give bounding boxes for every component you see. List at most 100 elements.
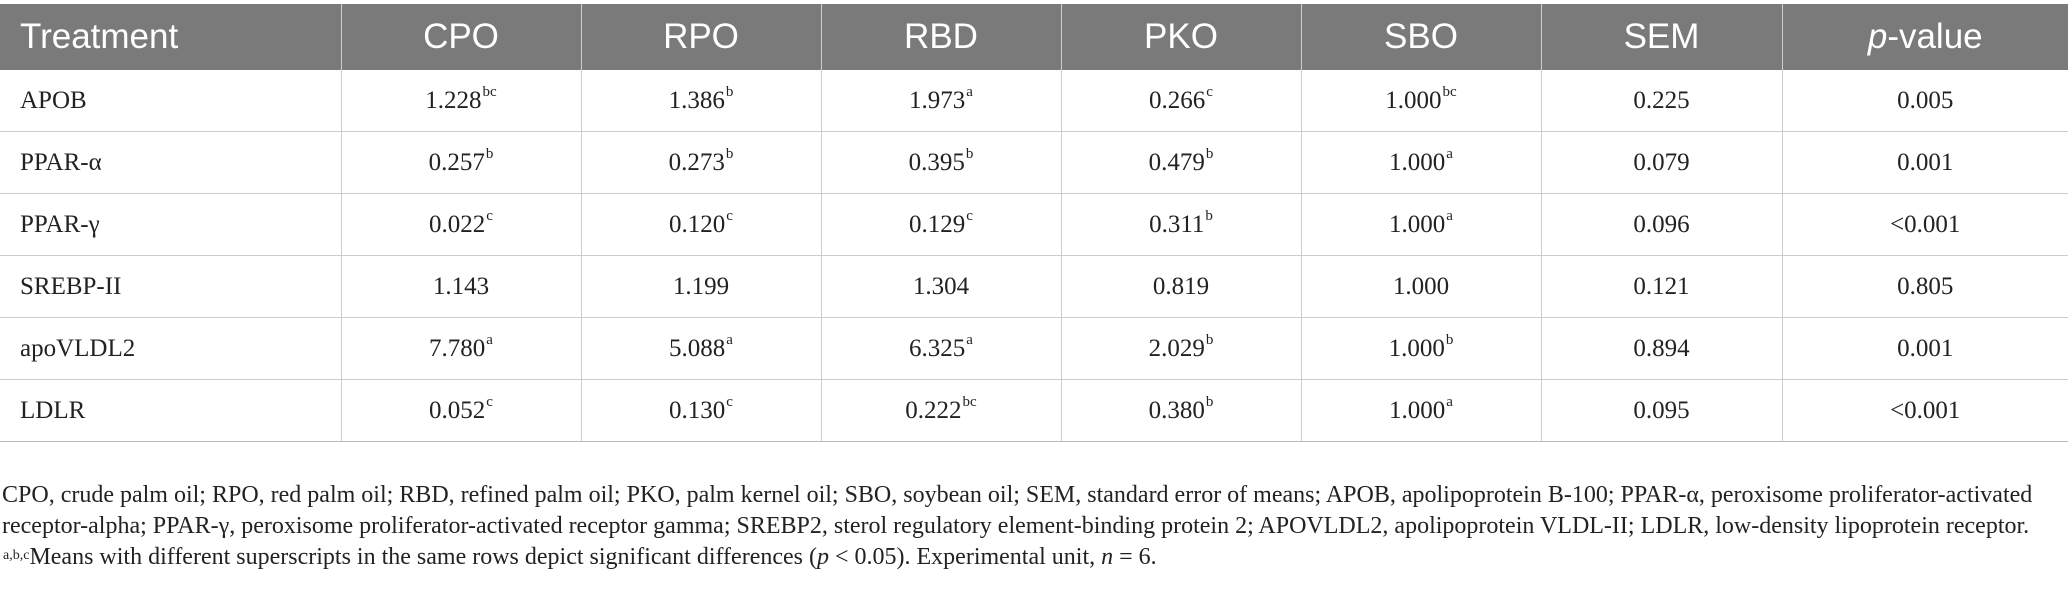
table-footnote: CPO, crude palm oil; RPO, red palm oil; …	[2, 480, 2042, 573]
header-p-italic: p	[1867, 17, 1888, 56]
cell-value: 1.199	[672, 272, 730, 300]
value-cell: 0.130c	[581, 379, 822, 442]
cell-value: 1.000	[1385, 86, 1442, 114]
table-row: APOB 1.228bc 1.386b 1.973a 0.266c 1.000bc 0.22…	[0, 70, 2068, 132]
sem-cell: 0.121	[1541, 255, 1783, 318]
significance-superscript: b	[485, 145, 494, 162]
header-rbd: RBD	[821, 4, 1062, 70]
cell-value: 0.380	[1148, 396, 1205, 424]
row-treatment-label: apoVLDL2	[0, 317, 342, 380]
value-cell: 1.000a	[1301, 131, 1542, 194]
p-value-cell: 0.001	[1782, 317, 2068, 380]
gene-expression-table: Treatment CPO RPO RBD PKO SBO SEM p-valu…	[0, 4, 2068, 442]
p-value-cell: 0.001	[1782, 131, 2068, 194]
header-sbo: SBO	[1301, 4, 1542, 70]
cell-value: 0.222	[905, 396, 962, 424]
header-row: Treatment CPO RPO RBD PKO SBO SEM p-valu…	[0, 4, 2068, 70]
footnote-means-text-3: = 6.	[1113, 544, 1157, 570]
significance-superscript: b	[725, 145, 734, 162]
cell-value: 2.029	[1148, 334, 1205, 362]
value-cell: 0.273b	[581, 131, 822, 194]
cell-value: 0.257	[428, 148, 485, 176]
significance-superscript: b	[1205, 145, 1214, 162]
table-row: PPAR-γ 0.022c 0.120c 0.129c 0.311b 1.000a 0.09…	[0, 193, 2068, 256]
results-table-container: Treatment CPO RPO RBD PKO SBO SEM p-valu…	[0, 4, 2068, 442]
table-row: apoVLDL2 7.780a 5.088a 6.325a 2.029b 1.000b 0.…	[0, 317, 2068, 380]
cell-value: 0.266	[1149, 86, 1206, 114]
footnote-means-text-1: Means with different superscripts in the…	[29, 544, 817, 570]
cell-value: 1.143	[432, 272, 490, 300]
row-treatment-label: SREBP-II	[0, 255, 342, 318]
value-cell: 1.386b	[581, 70, 822, 132]
value-cell: 6.325a	[821, 317, 1062, 380]
value-cell: 1.304	[821, 255, 1062, 318]
header-pko: PKO	[1061, 4, 1302, 70]
significance-superscript: a	[1446, 207, 1453, 224]
p-value-cell: <0.001	[1782, 379, 2068, 442]
value-cell: 1.973a	[821, 70, 1062, 132]
cell-value: 0.479	[1148, 148, 1205, 176]
cell-value: 0.819	[1152, 272, 1210, 300]
table-body: APOB 1.228bc 1.386b 1.973a 0.266c 1.000bc 0.22…	[0, 70, 2068, 442]
significance-superscript: b	[965, 145, 974, 162]
value-cell: 0.052c	[341, 379, 582, 442]
cell-value: 0.273	[668, 148, 725, 176]
value-cell: 1.000bc	[1301, 70, 1542, 132]
table-row: PPAR-α 0.257b 0.273b 0.395b 0.479b 1.000a 0.07…	[0, 131, 2068, 194]
header-cpo: CPO	[341, 4, 582, 70]
p-value-cell: <0.001	[1782, 193, 2068, 256]
cell-value: 1.304	[912, 272, 970, 300]
cell-value: 5.088	[669, 334, 726, 362]
value-cell: 0.120c	[581, 193, 822, 256]
p-value-cell: 0.005	[1782, 70, 2068, 132]
p-value-cell: 0.805	[1782, 255, 2068, 318]
cell-value: 0.052	[429, 396, 486, 424]
table-row: LDLR 0.052c 0.130c 0.222bc 0.380b 1.000a 0.095…	[0, 379, 2068, 442]
value-cell: 0.266c	[1061, 70, 1302, 132]
row-treatment-label: APOB	[0, 70, 342, 132]
significance-superscript: c	[966, 207, 973, 224]
cell-value: 0.395	[908, 148, 965, 176]
significance-superscript: b	[1205, 207, 1213, 224]
sem-cell: 0.079	[1541, 131, 1783, 194]
significance-superscript: a	[1446, 393, 1453, 410]
cell-value: 0.120	[669, 210, 726, 238]
sem-cell: 0.095	[1541, 379, 1783, 442]
footnote-means-text-2: < 0.05). Experimental unit,	[828, 544, 1102, 570]
value-cell: 1.000	[1301, 255, 1542, 318]
significance-superscript: bc	[1442, 83, 1457, 100]
row-treatment-label: PPAR-α	[0, 131, 342, 194]
significance-superscript: bc	[482, 83, 497, 100]
sem-cell: 0.225	[1541, 70, 1783, 132]
footnote-p-symbol: p	[816, 544, 829, 570]
significance-superscript: a	[966, 83, 973, 100]
value-cell: 0.257b	[341, 131, 582, 194]
cell-value: 1.000	[1389, 210, 1446, 238]
cell-value: 0.022	[429, 210, 486, 238]
header-sem: SEM	[1541, 4, 1783, 70]
significance-superscript: a	[1446, 145, 1453, 162]
significance-superscript: b	[725, 83, 734, 100]
significance-superscript: c	[486, 207, 493, 224]
significance-superscript: c	[726, 393, 733, 410]
cell-value: 1.000	[1392, 272, 1450, 300]
significance-superscript: c	[486, 393, 493, 410]
value-cell: 1.000a	[1301, 193, 1542, 256]
sem-cell: 0.096	[1541, 193, 1783, 256]
value-cell: 0.129c	[821, 193, 1062, 256]
header-rpo: RPO	[581, 4, 822, 70]
significance-superscript: a	[966, 331, 973, 348]
value-cell: 0.479b	[1061, 131, 1302, 194]
value-cell: 0.380b	[1061, 379, 1302, 442]
significance-superscript: b	[1205, 393, 1214, 410]
cell-value: 0.311	[1149, 210, 1205, 238]
value-cell: 1.143	[341, 255, 582, 318]
header-p-value: p-value	[1782, 4, 2068, 70]
value-cell: 1.000b	[1301, 317, 1542, 380]
value-cell: 0.022c	[341, 193, 582, 256]
value-cell: 5.088a	[581, 317, 822, 380]
value-cell: 0.222bc	[821, 379, 1062, 442]
cell-value: 1.000	[1388, 334, 1445, 362]
row-treatment-label: PPAR-γ	[0, 193, 342, 256]
significance-superscript: b	[1445, 331, 1454, 348]
